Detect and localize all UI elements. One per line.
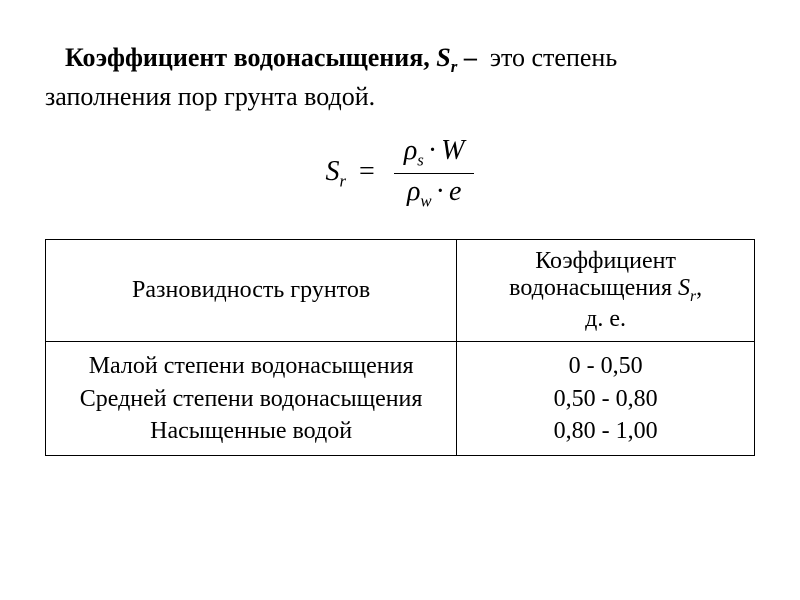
header-right-line1: Коэффициент (535, 248, 676, 274)
term: Коэффициент водонасыщения, (65, 43, 430, 72)
num-W: W (441, 135, 464, 166)
dash: – (464, 43, 477, 72)
header-right-line3: д. е. (585, 306, 626, 332)
den-e: e (449, 176, 461, 207)
cell-left: Малой степени водонасыщения Средней степ… (46, 342, 457, 456)
den-rho: ρ (407, 176, 420, 207)
definition-rest2: заполнения пор грунта водой. (45, 82, 375, 111)
row-right-0: 0 - 0,50 (569, 353, 643, 379)
table-header-row: Разновидность грунтов Коэффициент водона… (46, 240, 755, 342)
header-right-comma: , (696, 275, 702, 301)
term-symbol: S (436, 43, 450, 72)
equals: = (353, 156, 381, 187)
den-sub: w (420, 191, 431, 210)
row-right-2: 0,80 - 1,00 (554, 418, 658, 444)
row-left-1: Средней степени водонасыщения (80, 386, 423, 412)
definition-rest1: это степень (490, 43, 617, 72)
formula: Sr = ρs·W ρw·e (45, 135, 755, 211)
term-symbol-sub: r (451, 57, 458, 76)
num-rho: ρ (404, 135, 417, 166)
header-right-symbol: S (678, 275, 690, 301)
classification-table: Разновидность грунтов Коэффициент водона… (45, 239, 755, 456)
table-data-row: Малой степени водонасыщения Средней степ… (46, 342, 755, 456)
row-left-0: Малой степени водонасыщения (89, 353, 414, 379)
header-left: Разновидность грунтов (46, 240, 457, 342)
header-right: Коэффициент водонасыщения Sr, д. е. (457, 240, 755, 342)
num-sub: s (417, 151, 424, 170)
cell-right: 0 - 0,50 0,50 - 0,80 0,80 - 1,00 (457, 342, 755, 456)
formula-lhs-symbol: S (326, 156, 340, 187)
header-right-line2a: водонасыщения (509, 275, 678, 301)
fraction: ρs·W ρw·e (394, 135, 475, 211)
row-right-1: 0,50 - 0,80 (554, 386, 658, 412)
row-left-2: Насыщенные водой (150, 418, 352, 444)
definition-paragraph: Коэффициент водонасыщения, Sr – это степ… (45, 40, 755, 115)
formula-lhs-sub: r (340, 171, 347, 190)
